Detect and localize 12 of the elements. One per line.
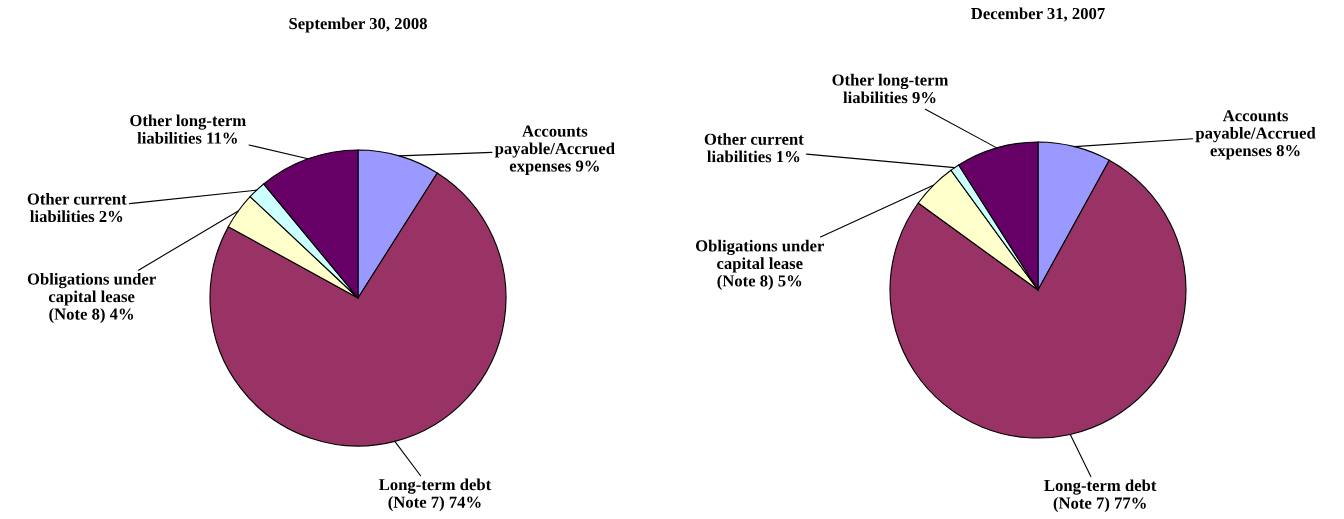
slice-label: Long-term debt (Note 7) 74% xyxy=(379,478,492,512)
slice-label: Obligations under capital lease (Note 8) 4% xyxy=(27,272,156,324)
slice-label: Other long-term liabilities 9% xyxy=(832,73,949,104)
slice-label: Accounts payable/Accrued expenses 8% xyxy=(1195,110,1316,160)
slice-label: Long-term debt (Note 7) 77% xyxy=(1044,479,1157,513)
slice-label: Accounts payable/Accrued expenses 9% xyxy=(494,125,615,176)
chart-title: December 31, 2007 xyxy=(971,7,1105,22)
chart-title: September 30, 2008 xyxy=(289,17,427,33)
slice-label: Other current liabilities 1% xyxy=(704,133,804,163)
slice-label: Other current liabilities 2% xyxy=(27,192,127,223)
slice-label: Other long-term liabilities 11% xyxy=(130,114,246,144)
slice-label: Obligations under capital lease (Note 8) 5% xyxy=(695,239,824,290)
